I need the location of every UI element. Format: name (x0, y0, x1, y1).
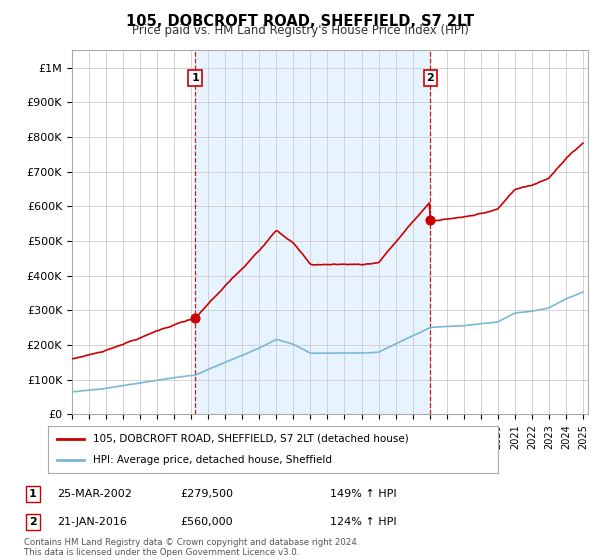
Text: £560,000: £560,000 (180, 517, 233, 527)
Text: HPI: Average price, detached house, Sheffield: HPI: Average price, detached house, Shef… (93, 455, 332, 465)
Text: 149% ↑ HPI: 149% ↑ HPI (330, 489, 397, 499)
Point (425, 216, 435, 225)
Text: Price paid vs. HM Land Registry's House Price Index (HPI): Price paid vs. HM Land Registry's House … (131, 24, 469, 37)
Text: 2: 2 (427, 73, 434, 83)
Text: 25-MAR-2002: 25-MAR-2002 (57, 489, 132, 499)
Text: 1: 1 (191, 73, 199, 83)
Text: Contains HM Land Registry data © Crown copyright and database right 2024.
This d: Contains HM Land Registry data © Crown c… (24, 538, 359, 557)
Text: 21-JAN-2016: 21-JAN-2016 (57, 517, 127, 527)
Text: 1: 1 (29, 489, 37, 499)
Text: 105, DOBCROFT ROAD, SHEFFIELD, S7 2LT (detached house): 105, DOBCROFT ROAD, SHEFFIELD, S7 2LT (d… (93, 434, 409, 444)
Text: 2: 2 (29, 517, 37, 527)
Bar (195, 50, 430, 414)
Text: 105, DOBCROFT ROAD, SHEFFIELD, S7 2LT: 105, DOBCROFT ROAD, SHEFFIELD, S7 2LT (126, 14, 474, 29)
Point (190, 313, 200, 322)
Text: 124% ↑ HPI: 124% ↑ HPI (330, 517, 397, 527)
Text: £279,500: £279,500 (180, 489, 233, 499)
